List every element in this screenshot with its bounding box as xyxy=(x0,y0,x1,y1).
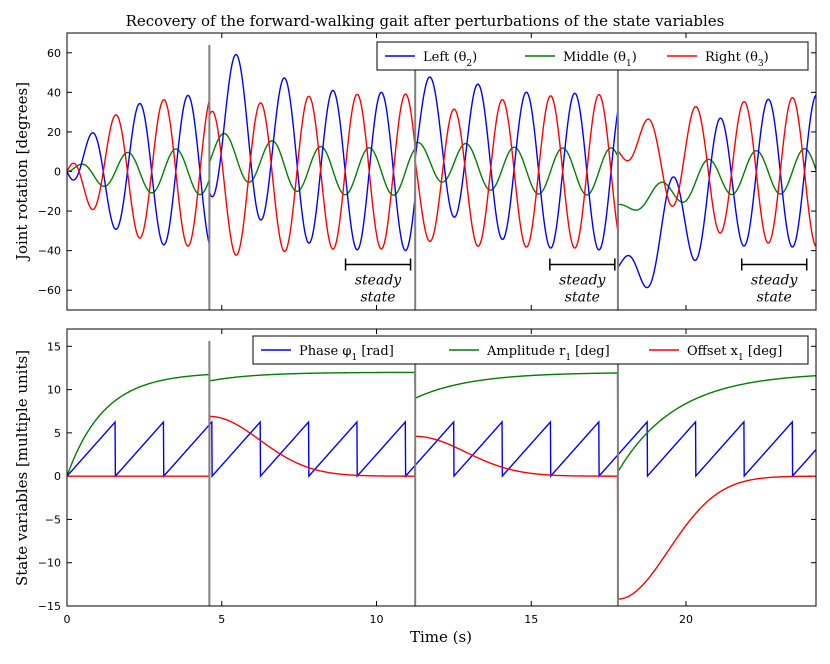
steady-state-label-line2: state xyxy=(565,289,600,305)
steady-state-label-line2: state xyxy=(361,289,396,305)
state-variables-panel: 0 5 10 15 20 15 10 5 0 −5 −10 −15 Phase φ1 [rad] Amp… xyxy=(13,328,817,626)
bot-xtick-label: 10 xyxy=(370,613,384,626)
state-variables-lines xyxy=(67,371,816,600)
top-ytick-label: 0 xyxy=(54,166,61,179)
figure-title: Recovery of the forward-walking gait aft… xyxy=(126,12,725,30)
joint-rotation-ticks: 60 40 20 0 −20 −40 −60 xyxy=(38,33,816,310)
steady-state-label-line1: steady xyxy=(559,272,606,288)
state-variables-legend: Phase φ1 [rad] Amplitude r1 [deg] Offset x… xyxy=(252,335,809,365)
top-legend-label: Middle (θ1) xyxy=(563,50,637,69)
bot-legend-label: Amplitude r1 [deg] xyxy=(486,344,610,363)
joint-rotation-perturbations xyxy=(208,45,619,310)
bot-xtick-label: 5 xyxy=(218,613,225,626)
joint-rotation-ylabel: Joint rotation [degrees] xyxy=(13,82,31,262)
bot-xtick-label: 15 xyxy=(524,613,538,626)
state-variables-ylabel: State variables [multiple units] xyxy=(13,350,31,586)
joint-rotation-lines xyxy=(67,53,816,289)
steady-state-label-line1: steady xyxy=(751,272,798,288)
steady-state-label-line2: state xyxy=(757,289,792,305)
top-legend-label: Left (θ2) xyxy=(423,50,477,69)
state-variables-ticks: 0 5 10 15 20 15 10 5 0 −5 −10 −15 xyxy=(38,329,816,626)
top-ytick-label: 20 xyxy=(47,126,61,139)
state-variables-frame xyxy=(66,328,817,607)
bot-legend-box xyxy=(252,335,809,365)
x-axis-label: Time (s) xyxy=(410,628,472,646)
bot-ytick-label: 10 xyxy=(47,384,61,397)
bot-ytick-label: −5 xyxy=(45,513,61,526)
series-offset-line xyxy=(67,415,816,600)
top-ytick-label: −20 xyxy=(38,205,61,218)
state-variables-plot-area xyxy=(67,329,816,606)
top-legend-label: Right (θ3) xyxy=(705,50,769,69)
bot-ytick-label: 0 xyxy=(54,470,61,483)
series-left-line xyxy=(67,53,816,289)
bot-legend-label: Offset x1 [deg] xyxy=(687,344,782,363)
joint-rotation-legend: Left (θ2) Middle (θ1) Right (θ3) xyxy=(376,41,809,71)
top-ytick-label: −40 xyxy=(38,245,61,258)
bot-ytick-label: −15 xyxy=(38,600,61,613)
series-phase-line xyxy=(67,420,816,478)
steady-state-label-line1: steady xyxy=(355,272,402,288)
series-right-line xyxy=(67,93,816,256)
bot-legend-label: Phase φ1 [rad] xyxy=(299,344,394,363)
bot-xtick-label: 20 xyxy=(679,613,693,626)
joint-rotation-plot-area xyxy=(67,33,816,310)
joint-rotation-frame xyxy=(66,32,817,311)
series-amplitude-line xyxy=(67,371,816,477)
bot-ytick-label: −10 xyxy=(38,557,61,570)
top-ytick-label: 60 xyxy=(47,47,61,60)
top-ytick-label: 40 xyxy=(47,86,61,99)
top-legend-box xyxy=(376,41,809,71)
bot-ytick-label: 5 xyxy=(54,427,61,440)
bot-xtick-label: 0 xyxy=(64,613,71,626)
bot-ytick-label: 15 xyxy=(47,340,61,353)
state-variables-perturbations xyxy=(208,341,619,606)
top-ytick-label: −60 xyxy=(38,284,61,297)
